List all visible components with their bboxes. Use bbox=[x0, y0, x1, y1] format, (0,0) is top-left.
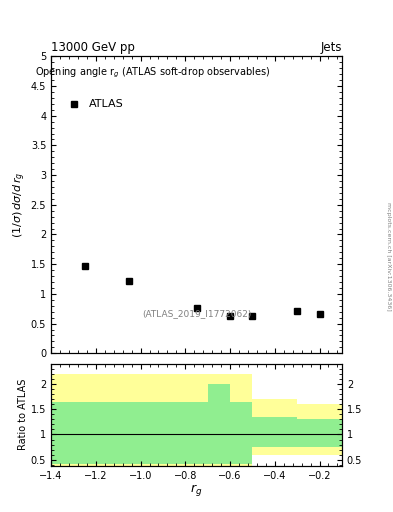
ATLAS bbox=[317, 311, 322, 317]
ATLAS bbox=[82, 263, 87, 269]
ATLAS bbox=[127, 278, 132, 284]
Text: Jets: Jets bbox=[320, 41, 342, 54]
Text: (ATLAS_2019_I1772062): (ATLAS_2019_I1772062) bbox=[142, 309, 251, 317]
ATLAS bbox=[194, 305, 199, 311]
ATLAS bbox=[295, 307, 299, 313]
Text: Opening angle r$_g$ (ATLAS soft-drop observables): Opening angle r$_g$ (ATLAS soft-drop obs… bbox=[35, 65, 270, 80]
Text: ATLAS: ATLAS bbox=[89, 99, 124, 109]
Text: mcplots.cern.ch [arXiv:1306.3436]: mcplots.cern.ch [arXiv:1306.3436] bbox=[386, 202, 391, 310]
Y-axis label: Ratio to ATLAS: Ratio to ATLAS bbox=[18, 379, 28, 451]
Text: 13000 GeV pp: 13000 GeV pp bbox=[51, 41, 135, 54]
X-axis label: $r_g$: $r_g$ bbox=[190, 482, 203, 498]
ATLAS bbox=[228, 313, 232, 319]
Line: ATLAS: ATLAS bbox=[81, 263, 323, 320]
Y-axis label: $(1/\sigma)\,d\sigma/d\,r_g$: $(1/\sigma)\,d\sigma/d\,r_g$ bbox=[11, 172, 28, 238]
ATLAS bbox=[250, 313, 255, 319]
